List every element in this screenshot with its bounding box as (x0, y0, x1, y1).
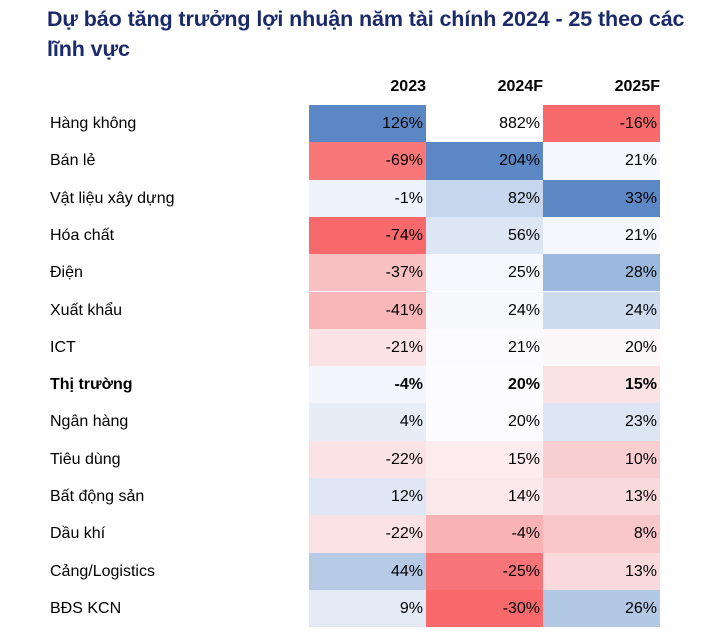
value-cell: 20% (426, 366, 543, 404)
value-cell: 14% (426, 478, 543, 516)
value-cell: 25% (426, 254, 543, 292)
table-row: Thị trường -4% 20% 15% (0, 366, 705, 404)
value-cell: -4% (309, 366, 426, 404)
row-label: Tiêu dùng (50, 450, 121, 468)
row-label: Điện (50, 264, 83, 282)
value-cell: 204% (426, 142, 543, 180)
value-cell: 24% (426, 291, 543, 329)
table-row: Ngân hàng 4% 20% 23% (0, 403, 705, 441)
table-row: Vật liệu xây dựng -1% 82% 33% (0, 179, 705, 217)
value-cell: -4% (426, 515, 543, 553)
value-cell: -21% (309, 328, 426, 367)
value-cell: -37% (309, 254, 426, 292)
row-label: Hàng không (50, 115, 137, 132)
row-label: Cảng/Logistics (50, 562, 155, 580)
value-cell: -22% (309, 515, 426, 553)
value-cell: 10% (543, 440, 660, 478)
value-cell: -74% (309, 216, 426, 255)
table-row: Hóa chất -74% 56% 21% (0, 216, 705, 255)
value-cell: 882% (426, 105, 543, 143)
table-row: Bán lẻ -69% 204% 21% (0, 142, 705, 180)
column-header-2025f: 2025F (614, 78, 660, 95)
row-label: Thị trường (50, 376, 133, 394)
value-cell: 21% (426, 328, 543, 367)
value-cell: 9% (309, 589, 426, 628)
value-cell: 44% (309, 552, 426, 590)
value-cell: 13% (543, 478, 660, 516)
value-cell: 4% (309, 403, 426, 441)
row-label: Xuất khẩu (50, 301, 123, 319)
value-cell: 82% (426, 179, 543, 217)
value-cell: 33% (543, 179, 660, 217)
value-cell: 8% (543, 515, 660, 553)
row-label: Bán lẻ (50, 152, 96, 170)
value-cell: -30% (426, 589, 543, 628)
value-cell: 28% (543, 254, 660, 292)
table-row: Tiêu dùng -22% 15% 10% (0, 440, 705, 478)
row-label: Vật liệu xây dựng (50, 189, 175, 207)
value-cell: 15% (543, 366, 660, 404)
column-header-2023: 2023 (390, 78, 426, 95)
value-cell: 20% (543, 328, 660, 367)
row-label: BĐS KCN (50, 599, 122, 617)
table-row: Cảng/Logistics 44% -25% 13% (0, 552, 705, 590)
row-label: Ngân hàng (50, 413, 129, 431)
value-cell: 21% (543, 142, 660, 180)
value-cell: 56% (426, 216, 543, 255)
row-label: Hóa chất (50, 226, 115, 244)
column-header-2024f: 2024F (497, 78, 543, 95)
row-label: Bất động sản (50, 488, 145, 505)
table-row: Hàng không 126% 882% -16% (0, 105, 705, 143)
value-cell: -16% (543, 105, 660, 143)
value-cell: 12% (309, 478, 426, 516)
row-label: Dầu khí (50, 525, 106, 543)
table-row: ICT -21% 21% 20% (0, 328, 705, 367)
value-cell: -69% (309, 142, 426, 180)
value-cell: 126% (309, 105, 426, 143)
value-cell: 26% (543, 589, 660, 628)
value-cell: 21% (543, 216, 660, 255)
page-title: Dự báo tăng trưởng lợi nhuận năm tài chí… (47, 7, 685, 61)
value-cell: -25% (426, 552, 543, 590)
table-row: BĐS KCN 9% -30% 26% (0, 589, 705, 628)
table-row: Xuất khẩu -41% 24% 24% (0, 291, 705, 329)
value-cell: -1% (309, 179, 426, 217)
value-cell: -41% (309, 291, 426, 329)
value-cell: 15% (426, 440, 543, 478)
value-cell: 20% (426, 403, 543, 441)
value-cell: 13% (543, 552, 660, 590)
table-row: Điện -37% 25% 28% (0, 254, 705, 292)
value-cell: -22% (309, 440, 426, 478)
column-header-row: 2023 2024F 2025F (0, 73, 705, 101)
table-row: Dầu khí -22% -4% 8% (0, 515, 705, 553)
value-cell: 24% (543, 291, 660, 329)
value-cell: 23% (543, 403, 660, 441)
row-label: ICT (50, 338, 76, 356)
table-row: Bất động sản 12% 14% 13% (0, 478, 705, 516)
